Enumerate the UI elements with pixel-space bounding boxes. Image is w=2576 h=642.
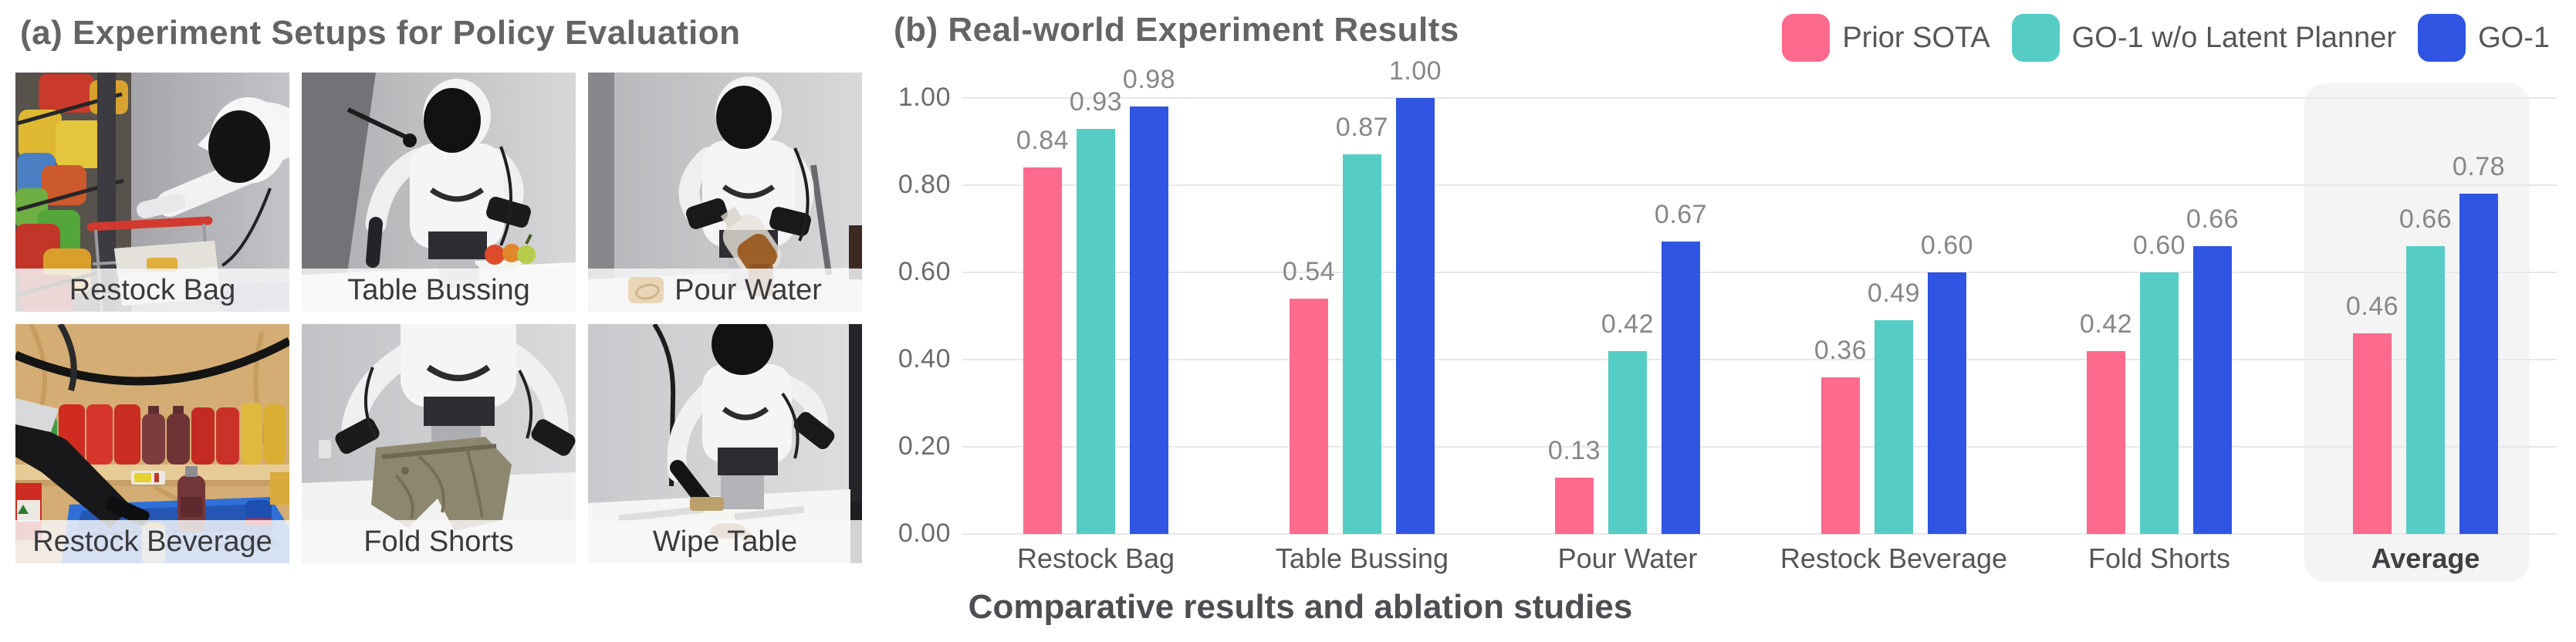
photo-label-text: Table Bussing — [347, 273, 530, 306]
bar-group-average: 0.46 0.66 0.78 — [2346, 154, 2505, 534]
bar-value-label: 0.93 — [1069, 87, 1123, 117]
bar-prior-sota-average: 0.46 — [2346, 293, 2399, 534]
bar-go-1-w-o-latent-planner-table-bussing: 0.87 — [1336, 114, 1388, 534]
photo-table-bussing: Table Bussing — [302, 73, 576, 312]
photo-label-text: Restock Beverage — [32, 525, 272, 558]
gridline — [962, 359, 2557, 360]
photo-wipe-table: Wipe Table — [588, 324, 862, 563]
bar-group-restock-bag: 0.84 0.93 0.98 — [1016, 66, 1175, 534]
bar-value-label: 0.78 — [2452, 152, 2506, 181]
photo-label-fold-shorts: Fold Shorts — [302, 520, 576, 563]
legend-label: GO-1 w/o Latent Planner — [2071, 21, 2397, 54]
bar-value-label: 0.60 — [1920, 231, 1974, 260]
bar-prior-sota-pour-water: 0.13 — [1548, 438, 1601, 534]
legend-swatch-prior-sota-icon — [1782, 14, 1831, 62]
photo-label-table-bussing: Table Bussing — [302, 269, 576, 312]
y-tick-label: 0.60 — [898, 257, 951, 286]
bar-go-1-fold-shorts: 0.66 — [2186, 206, 2239, 534]
bar-go-1-w-o-latent-planner-pour-water: 0.42 — [1601, 311, 1654, 534]
photo-restock-beverage: Restock Beverage — [15, 324, 289, 563]
y-tick-label: 0.00 — [898, 519, 951, 548]
bar-value-label: 0.66 — [2399, 204, 2453, 234]
photo-label-pour-water: Pour Water — [588, 269, 862, 312]
bar-group-table-bussing: 0.54 0.87 1.00 — [1283, 58, 1442, 534]
bar-go-1-w-o-latent-planner-restock-bag: 0.93 — [1070, 89, 1122, 534]
x-category-label-restock-bag: Restock Bag — [1016, 542, 1175, 574]
bar-prior-sota-restock-beverage: 0.36 — [1814, 337, 1867, 534]
bar-go-1-w-o-latent-planner-average: 0.66 — [2399, 206, 2452, 534]
bar-value-label: 0.42 — [2079, 309, 2133, 339]
gridline — [962, 184, 2557, 186]
x-category-label-pour-water: Pour Water — [1557, 542, 1698, 574]
bar-value-label: 0.46 — [2345, 292, 2399, 321]
panel-b-title: (b) Real-world Experiment Results — [894, 11, 1459, 49]
bar-go-1-table-bussing: 1.00 — [1389, 58, 1442, 534]
x-axis: Restock Bag Table Bussing Pour Water Restoc… — [962, 542, 2557, 581]
panel-a-title: (a) Experiment Setups for Policy Evaluat… — [20, 14, 741, 52]
chart-legend: Prior SOTA GO-1 w/o Latent Planner GO-1 — [1782, 11, 2550, 65]
bar-value-label: 0.84 — [1016, 126, 1070, 155]
gridline — [962, 97, 2557, 99]
bar-chart-plot: 0.84 0.93 0.98 0.54 0.87 1.00 0.13 0.42 0.67 0.36… — [962, 58, 2557, 535]
bar-go-1-w-o-latent-planner-restock-beverage: 0.49 — [1868, 280, 1920, 534]
gridline — [962, 446, 2557, 448]
legend-item-prior-sota: Prior SOTA — [1782, 14, 1990, 62]
bar-go-1-w-o-latent-planner-fold-shorts: 0.60 — [2133, 232, 2186, 534]
x-category-label-fold-shorts: Fold Shorts — [2088, 542, 2231, 574]
y-tick-label: 0.80 — [898, 170, 951, 199]
bar-value-label: 0.42 — [1601, 309, 1655, 339]
bar-value-label: 1.00 — [1388, 56, 1442, 86]
photo-label-restock-beverage: Restock Beverage — [15, 520, 289, 563]
y-axis: 1.00 0.80 0.60 0.40 0.20 0.00 — [779, 84, 951, 546]
bar-value-label: 0.66 — [2186, 204, 2240, 234]
brand-watermark-icon — [628, 277, 664, 303]
bar-go-1-restock-bag: 0.98 — [1123, 66, 1175, 534]
bar-go-1-average: 0.78 — [2453, 154, 2505, 534]
bar-group-fold-shorts: 0.42 0.60 0.66 — [2080, 206, 2239, 534]
bar-value-label: 0.67 — [1654, 200, 1708, 229]
gridline — [962, 272, 2557, 273]
bar-value-label: 0.49 — [1867, 279, 1921, 308]
photo-pour-water: Pour Water — [588, 73, 862, 312]
bar-group-pour-water: 0.13 0.42 0.67 — [1548, 201, 1707, 534]
y-tick-label: 1.00 — [898, 83, 951, 112]
bar-value-label: 0.13 — [1547, 436, 1601, 465]
photo-label-text: Fold Shorts — [363, 525, 514, 558]
bar-value-label: 0.36 — [1814, 336, 1868, 365]
bar-value-label: 0.98 — [1122, 65, 1176, 94]
photo-label-text: Pour Water — [674, 273, 822, 306]
bar-prior-sota-table-bussing: 0.54 — [1283, 258, 1335, 534]
bar-group-restock-beverage: 0.36 0.49 0.60 — [1814, 232, 1973, 534]
photo-label-restock-bag: Restock Bag — [15, 269, 289, 312]
legend-swatch-go1-wo-latent-planner-icon — [2011, 14, 2060, 62]
photo-restock-bag: Restock Bag — [15, 73, 289, 312]
photo-label-wipe-table: Wipe Table — [588, 520, 862, 563]
bar-value-label: 0.54 — [1282, 257, 1336, 286]
bar-value-label: 0.87 — [1335, 113, 1389, 142]
x-category-label-table-bussing: Table Bussing — [1275, 542, 1449, 574]
bar-prior-sota-restock-bag: 0.84 — [1016, 127, 1069, 534]
legend-swatch-go1-icon — [2418, 14, 2466, 62]
legend-label: Prior SOTA — [1842, 21, 1990, 54]
bar-go-1-restock-beverage: 0.60 — [1921, 232, 1973, 534]
gridline — [962, 533, 2557, 535]
photo-fold-shorts: Fold Shorts — [302, 324, 576, 563]
y-tick-label: 0.20 — [898, 431, 951, 461]
x-category-label-average: Average — [2371, 542, 2480, 574]
bar-value-label: 0.60 — [2132, 231, 2186, 260]
legend-label: GO-1 — [2478, 21, 2550, 54]
photo-label-text: Restock Bag — [69, 273, 236, 306]
x-category-label-restock-beverage: Restock Beverage — [1780, 542, 2008, 574]
bar-go-1-pour-water: 0.67 — [1655, 201, 1707, 534]
legend-item-go1: GO-1 — [2418, 14, 2550, 62]
bar-prior-sota-fold-shorts: 0.42 — [2080, 311, 2132, 534]
photo-grid: Restock Bag — [15, 73, 862, 563]
figure-caption: Comparative results and ablation studies — [968, 588, 1633, 626]
photo-label-text: Wipe Table — [652, 525, 798, 558]
legend-item-go1-wo-latent-planner: GO-1 w/o Latent Planner — [2011, 14, 2397, 62]
y-tick-label: 0.40 — [898, 344, 951, 373]
